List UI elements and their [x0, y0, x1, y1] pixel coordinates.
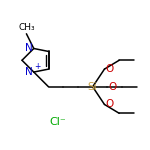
- Text: Cl⁻: Cl⁻: [49, 117, 66, 127]
- Text: O: O: [105, 64, 113, 74]
- Text: O: O: [105, 99, 113, 110]
- Text: CH₃: CH₃: [18, 23, 35, 32]
- Text: Si: Si: [88, 82, 98, 92]
- Text: +: +: [34, 62, 41, 71]
- Text: N: N: [25, 67, 33, 77]
- Text: N: N: [25, 44, 33, 54]
- Text: O: O: [108, 82, 116, 92]
